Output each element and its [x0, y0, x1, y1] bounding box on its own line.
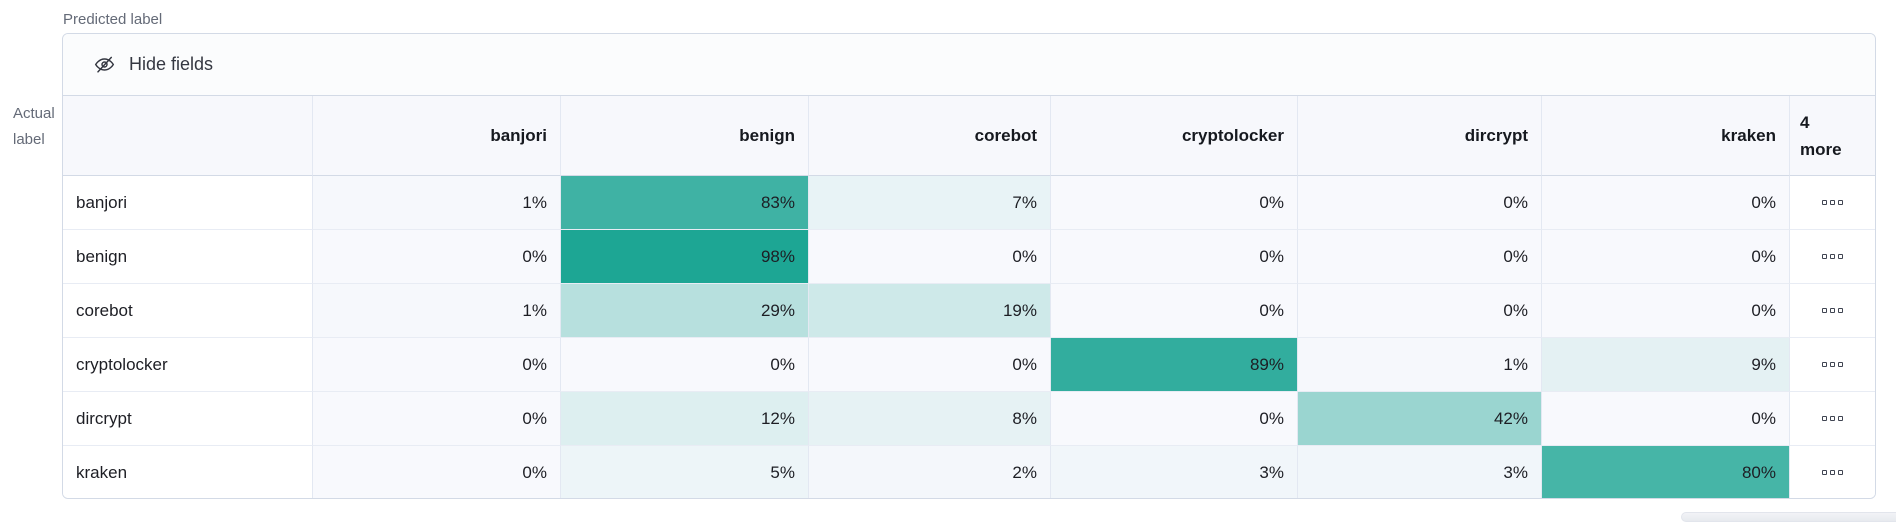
- actual-label-line2: label: [13, 131, 45, 148]
- matrix-cell-kraken-cryptolocker[interactable]: 3%: [1051, 446, 1298, 498]
- hide-fields-label: Hide fields: [129, 54, 214, 74]
- matrix-cell-banjori-kraken[interactable]: 0%: [1542, 176, 1790, 230]
- more-header-line2: more: [1800, 139, 1842, 159]
- matrix-cell-dircrypt-dircrypt[interactable]: 42%: [1298, 392, 1542, 446]
- row-label-banjori[interactable]: banjori: [63, 176, 313, 230]
- matrix-cell-corebot-corebot[interactable]: 19%: [809, 284, 1051, 338]
- matrix-cell-benign-cryptolocker[interactable]: 0%: [1051, 230, 1298, 284]
- eye-slash-icon: [94, 54, 115, 75]
- row-more-actions-button[interactable]: [1790, 338, 1875, 392]
- hide-fields-button[interactable]: Hide fields: [63, 34, 1875, 96]
- matrix-cell-kraken-banjori[interactable]: 0%: [313, 446, 561, 498]
- matrix-cell-benign-benign[interactable]: 98%: [561, 230, 809, 284]
- matrix-cell-corebot-benign[interactable]: 29%: [561, 284, 809, 338]
- row-more-actions-button[interactable]: [1790, 176, 1875, 230]
- matrix-cell-banjori-cryptolocker[interactable]: 0%: [1051, 176, 1298, 230]
- matrix-cell-kraken-dircrypt[interactable]: 3%: [1298, 446, 1542, 498]
- row-more-actions-button[interactable]: [1790, 284, 1875, 338]
- matrix-cell-cryptolocker-dircrypt[interactable]: 1%: [1298, 338, 1542, 392]
- row-more-actions-button[interactable]: [1790, 392, 1875, 446]
- matrix-cell-corebot-kraken[interactable]: 0%: [1542, 284, 1790, 338]
- actual-label-axis-title: Actual label: [13, 101, 57, 153]
- column-header-banjori[interactable]: banjori: [313, 96, 561, 176]
- matrix-cell-kraken-corebot[interactable]: 2%: [809, 446, 1051, 498]
- matrix-cell-corebot-cryptolocker[interactable]: 0%: [1051, 284, 1298, 338]
- matrix-cell-dircrypt-benign[interactable]: 12%: [561, 392, 809, 446]
- column-header-corebot[interactable]: corebot: [809, 96, 1051, 176]
- boxes-horizontal-icon: [1822, 308, 1843, 313]
- row-more-actions-button[interactable]: [1790, 230, 1875, 284]
- matrix-cell-dircrypt-banjori[interactable]: 0%: [313, 392, 561, 446]
- more-header-line1: 4: [1800, 112, 1810, 132]
- horizontal-scrollbar-thumb[interactable]: [1681, 512, 1896, 522]
- column-header-dircrypt[interactable]: dircrypt: [1298, 96, 1542, 176]
- predicted-label-axis-title: Predicted label: [63, 11, 163, 28]
- row-label-corebot[interactable]: corebot: [63, 284, 313, 338]
- boxes-horizontal-icon: [1822, 200, 1843, 205]
- matrix-cell-dircrypt-kraken[interactable]: 0%: [1542, 392, 1790, 446]
- boxes-horizontal-icon: [1822, 416, 1843, 421]
- boxes-horizontal-icon: [1822, 470, 1843, 475]
- matrix-cell-benign-kraken[interactable]: 0%: [1542, 230, 1790, 284]
- matrix-cell-banjori-banjori[interactable]: 1%: [313, 176, 561, 230]
- matrix-cell-dircrypt-corebot[interactable]: 8%: [809, 392, 1051, 446]
- actual-label-line1: Actual: [13, 105, 55, 122]
- boxes-horizontal-icon: [1822, 362, 1843, 367]
- matrix-cell-banjori-dircrypt[interactable]: 0%: [1298, 176, 1542, 230]
- matrix-cell-kraken-kraken[interactable]: 80%: [1542, 446, 1790, 498]
- row-label-cryptolocker[interactable]: cryptolocker: [63, 338, 313, 392]
- column-header-kraken[interactable]: kraken: [1542, 96, 1790, 176]
- matrix-cell-banjori-benign[interactable]: 83%: [561, 176, 809, 230]
- matrix-cell-cryptolocker-corebot[interactable]: 0%: [809, 338, 1051, 392]
- matrix-cell-benign-dircrypt[interactable]: 0%: [1298, 230, 1542, 284]
- column-header-benign[interactable]: benign: [561, 96, 809, 176]
- boxes-horizontal-icon: [1822, 254, 1843, 259]
- column-header-more[interactable]: 4 more: [1790, 96, 1875, 176]
- matrix-cell-benign-corebot[interactable]: 0%: [809, 230, 1051, 284]
- matrix-cell-dircrypt-cryptolocker[interactable]: 0%: [1051, 392, 1298, 446]
- matrix-cell-kraken-benign[interactable]: 5%: [561, 446, 809, 498]
- row-label-dircrypt[interactable]: dircrypt: [63, 392, 313, 446]
- corner-header-cell: [63, 96, 313, 176]
- matrix-cell-cryptolocker-banjori[interactable]: 0%: [313, 338, 561, 392]
- confusion-matrix-grid: banjori benign corebot cryptolocker dircrypt…: [63, 96, 1875, 498]
- matrix-cell-benign-banjori[interactable]: 0%: [313, 230, 561, 284]
- confusion-matrix-panel: Hide fields banjori benign corebot cryptolo…: [62, 33, 1876, 499]
- row-label-benign[interactable]: benign: [63, 230, 313, 284]
- matrix-cell-banjori-corebot[interactable]: 7%: [809, 176, 1051, 230]
- matrix-cell-cryptolocker-kraken[interactable]: 9%: [1542, 338, 1790, 392]
- matrix-cell-cryptolocker-benign[interactable]: 0%: [561, 338, 809, 392]
- row-more-actions-button[interactable]: [1790, 446, 1875, 498]
- column-header-cryptolocker[interactable]: cryptolocker: [1051, 96, 1298, 176]
- row-label-kraken[interactable]: kraken: [63, 446, 313, 498]
- matrix-cell-corebot-banjori[interactable]: 1%: [313, 284, 561, 338]
- matrix-cell-corebot-dircrypt[interactable]: 0%: [1298, 284, 1542, 338]
- matrix-cell-cryptolocker-cryptolocker[interactable]: 89%: [1051, 338, 1298, 392]
